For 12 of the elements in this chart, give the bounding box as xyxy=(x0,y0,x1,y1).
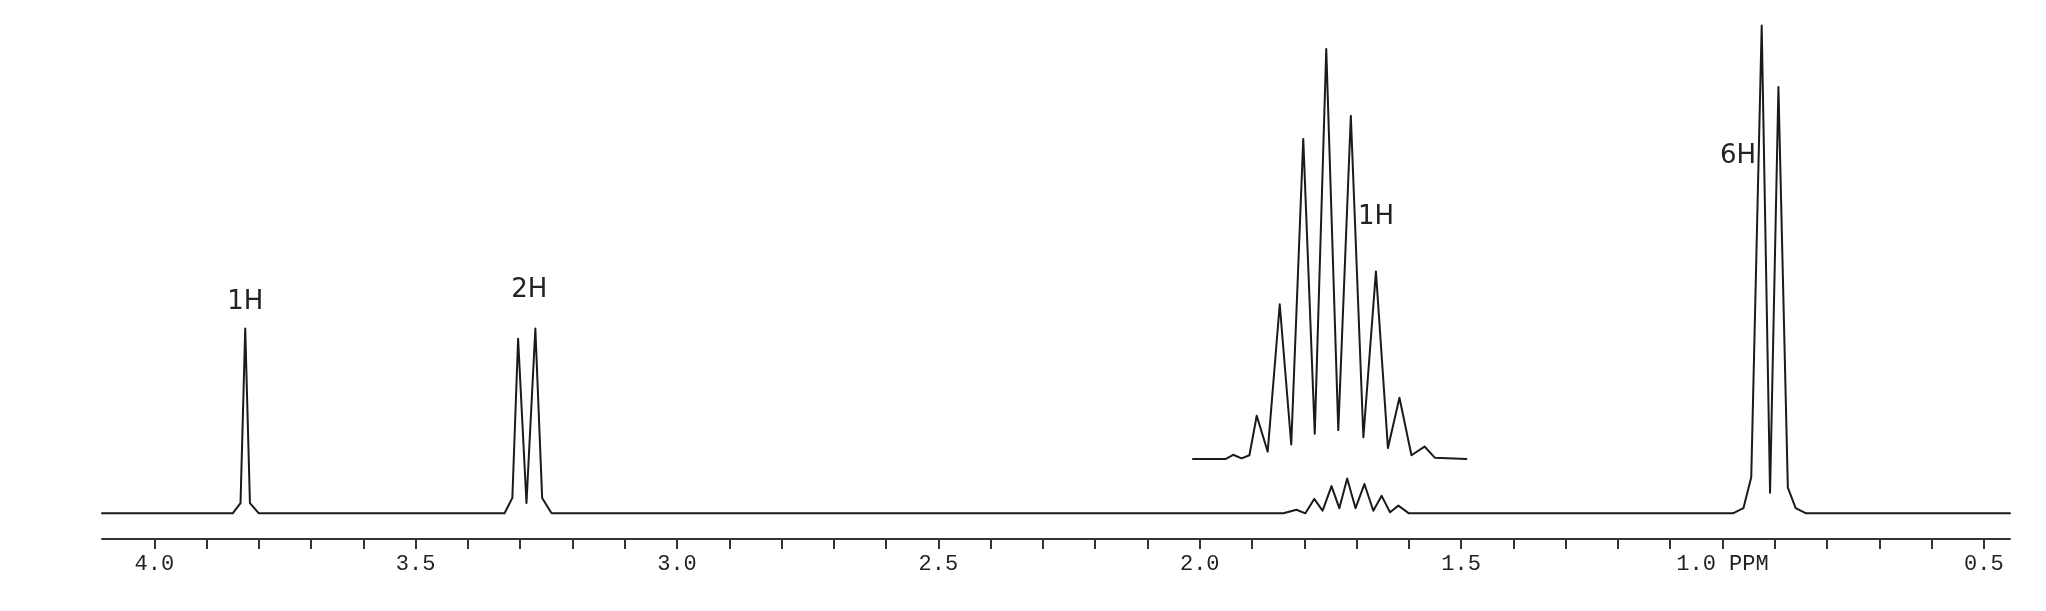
annotation: 1H xyxy=(1357,200,1395,231)
x-tick-label: 3.5 xyxy=(395,551,436,577)
x-tick-label: 2.0 xyxy=(1179,551,1220,577)
annotation: 2H xyxy=(511,273,548,304)
x-tick-label: 0.5 xyxy=(1964,551,2004,577)
annotation: 6H xyxy=(1720,138,1757,169)
x-tick-label: 4.0 xyxy=(134,551,175,577)
x-tick-label: 1.0 PPM xyxy=(1676,551,1769,577)
annotation: 1H xyxy=(227,285,264,316)
x-tick-label: 2.5 xyxy=(918,551,959,577)
x-tick-label: 1.5 xyxy=(1441,551,1481,577)
x-tick-label: 3.0 xyxy=(657,551,697,577)
